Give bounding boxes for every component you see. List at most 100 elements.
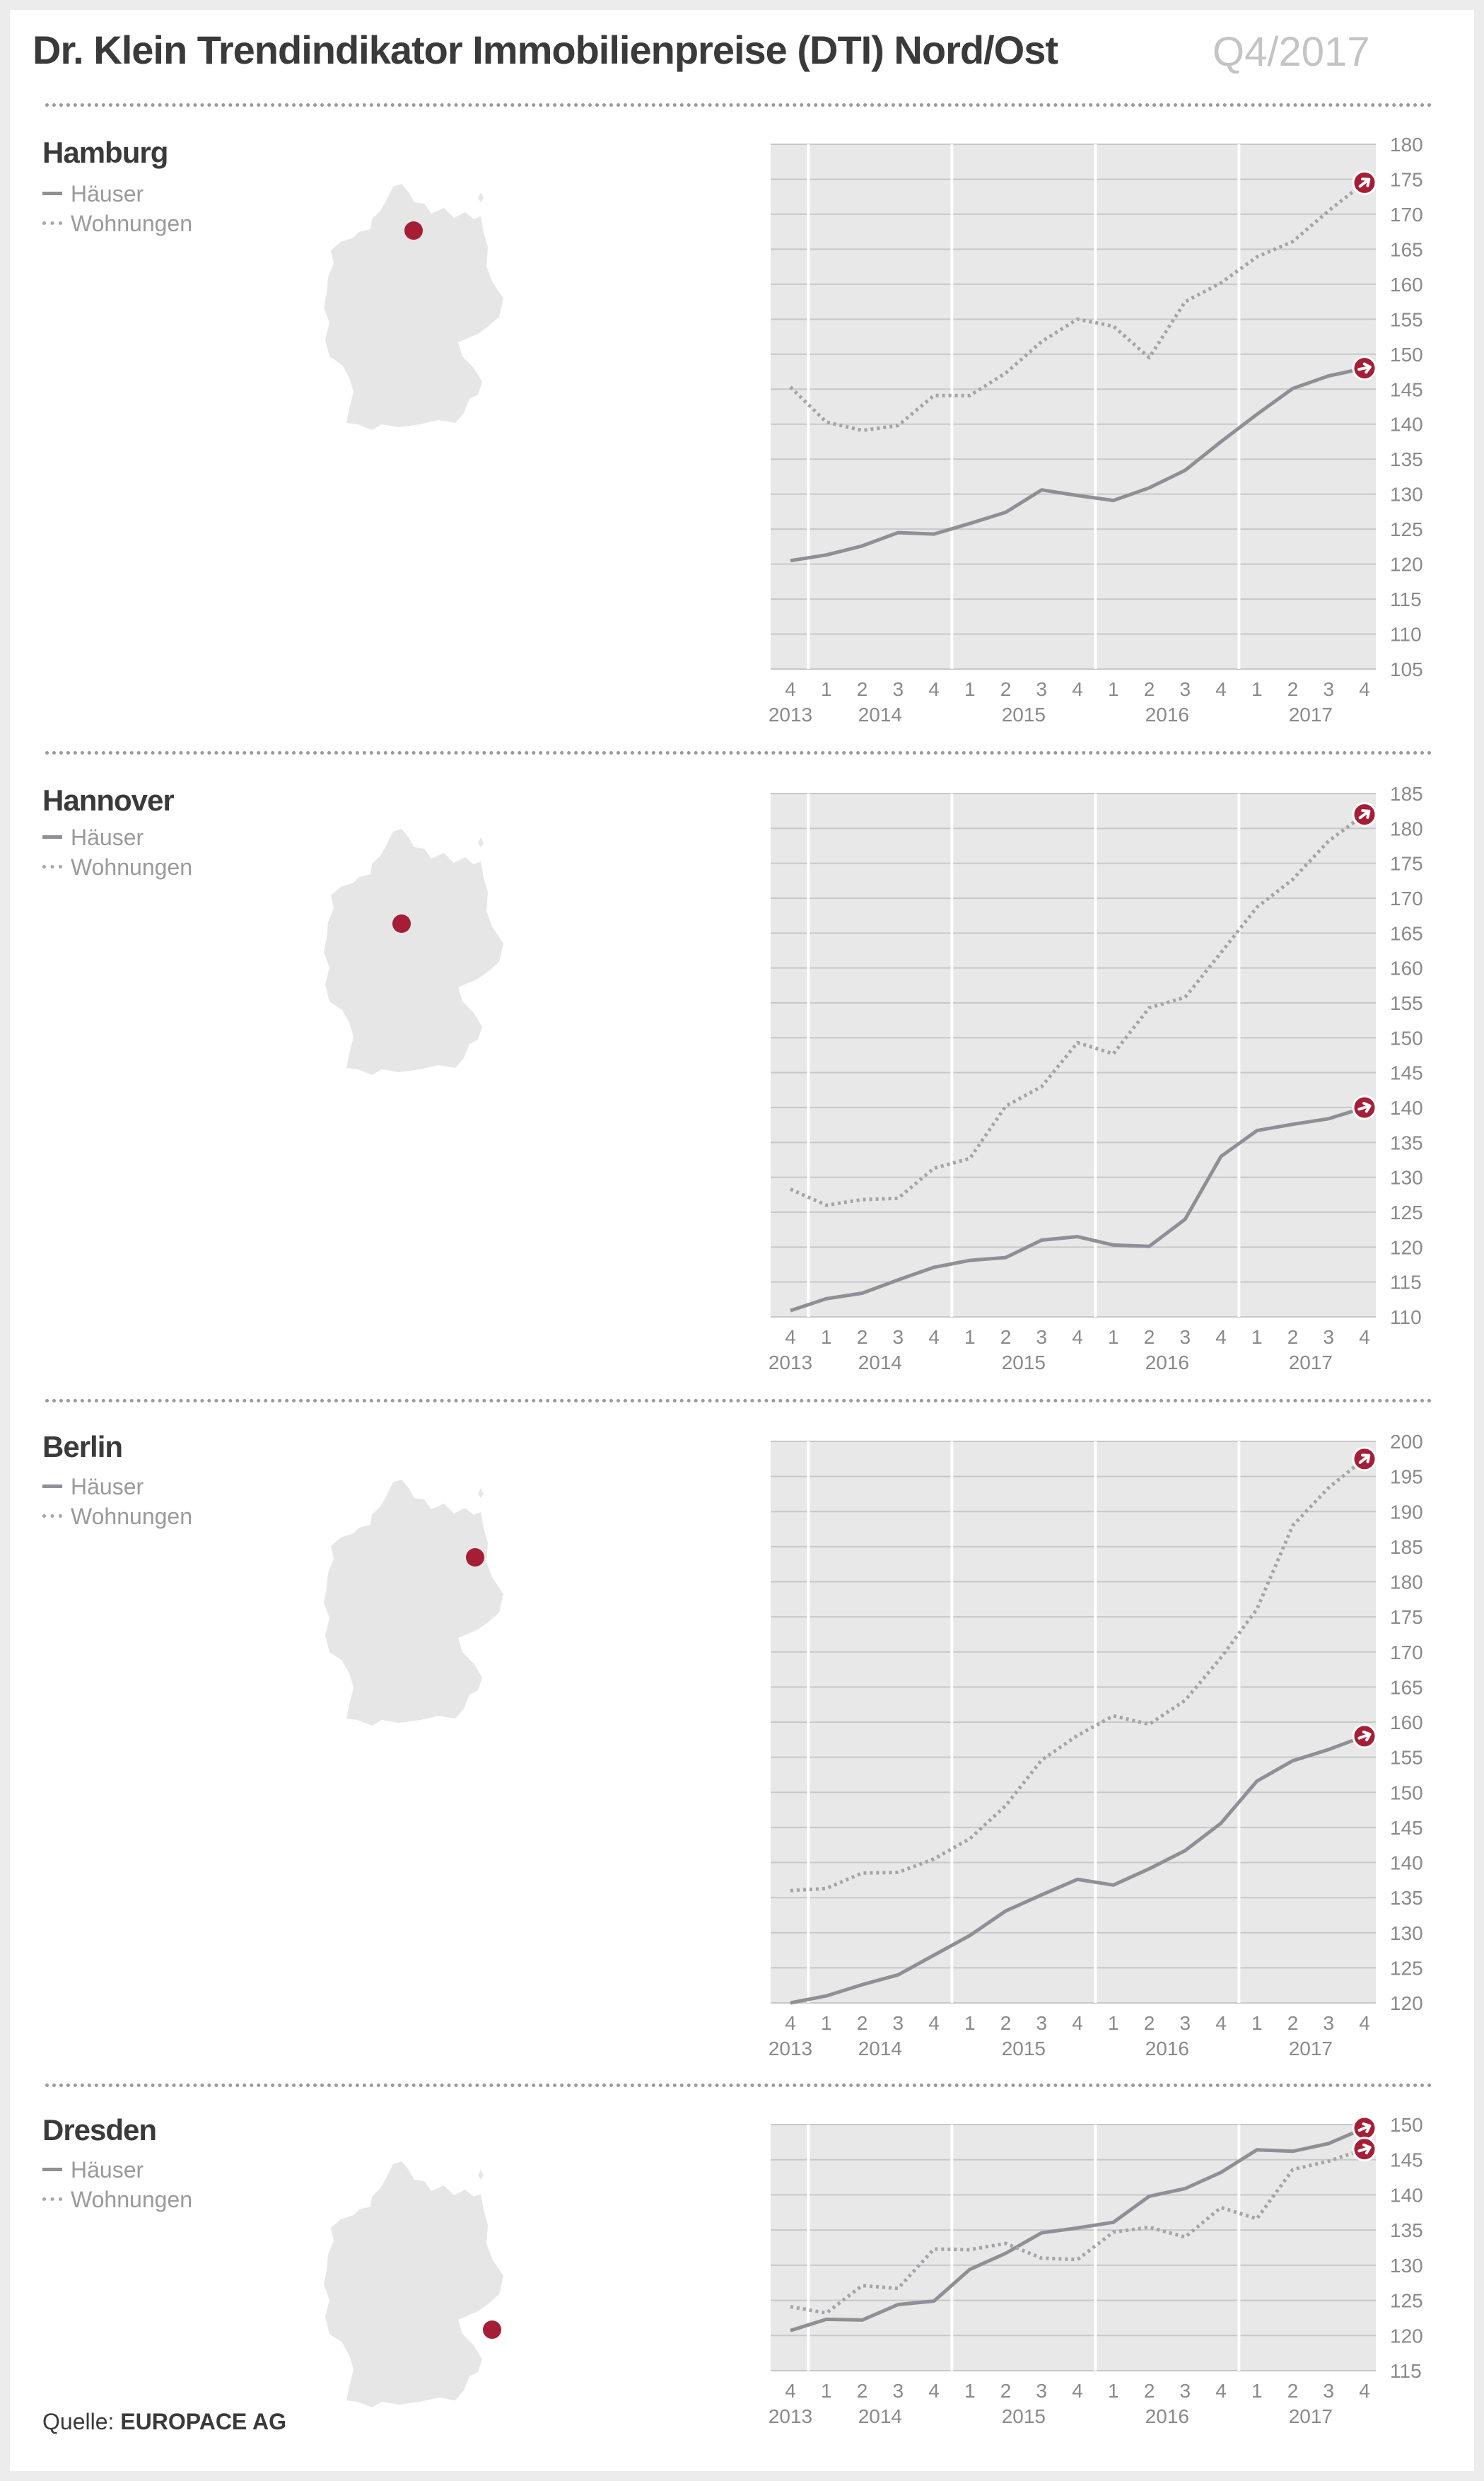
y-tick-label: 145	[1390, 1062, 1423, 1084]
city-title-hamburg: Hamburg	[42, 136, 168, 169]
y-tick-label: 160	[1390, 274, 1423, 296]
x-tick-label: 1	[1251, 2012, 1263, 2034]
legend-dotted-swatch	[42, 221, 62, 226]
y-tick-label: 200	[1390, 1431, 1423, 1453]
legend-houses-label: Häuser	[71, 181, 144, 207]
y-tick-label: 180	[1390, 134, 1423, 156]
arrow-head	[1362, 362, 1372, 374]
x-tick-label: 1	[964, 678, 976, 700]
page-title: Dr. Klein Trendindikator Immobilienpreis…	[33, 28, 1058, 72]
germany-shape	[324, 829, 503, 1075]
arrow-head	[1361, 178, 1371, 187]
trend-arrow-glyph	[1357, 2122, 1372, 2134]
x-tick-label: 1	[821, 1326, 832, 1348]
y-tick-label: 175	[1390, 1606, 1423, 1628]
x-tick-label: 1	[1251, 2380, 1263, 2402]
arrow-head	[1361, 1453, 1371, 1463]
chart-berlin: 120 125 130 135 140 145 150 155 160 165 170 175 180 1…	[769, 1431, 1423, 2059]
x-tick-label: 1	[821, 2012, 832, 2034]
trend-arrow-icon	[1352, 1095, 1377, 1120]
y-tick-label: 150	[1390, 2114, 1423, 2136]
x-tick-label: 2	[857, 2380, 868, 2402]
city-title-hannover: Hannover	[42, 784, 175, 817]
x-tick-label: 2	[1144, 1326, 1155, 1348]
germany-shape	[324, 184, 503, 430]
island-shape	[478, 1488, 484, 1498]
legend-houses-label: Häuser	[71, 1474, 144, 1499]
x-tick-label: 2	[1144, 2380, 1155, 2402]
x-tick-label: 4	[1359, 2380, 1370, 2402]
year-label: 2016	[1145, 1352, 1189, 1373]
x-tick-label: 4	[1072, 2380, 1083, 2402]
trend-arrow-glyph	[1357, 362, 1372, 374]
y-tick-label: 130	[1390, 2255, 1423, 2277]
x-tick-label: 1	[964, 1326, 976, 1348]
x-tick-label: 3	[1036, 1326, 1047, 1348]
legend-houses-label: Häuser	[71, 2157, 144, 2183]
year-label: 2014	[858, 704, 902, 726]
period-label: Q4/2017	[1213, 29, 1370, 75]
y-tick-label: 145	[1390, 2149, 1423, 2171]
legend-apartments: Wohnungen	[42, 2185, 192, 2214]
separator-line	[45, 2084, 1432, 2087]
y-tick-label: 150	[1390, 344, 1423, 366]
x-tick-label: 3	[892, 2012, 904, 2034]
y-tick-label: 150	[1390, 1782, 1423, 1803]
y-tick-label: 115	[1390, 1272, 1422, 1294]
plot-area	[771, 2125, 1376, 2371]
y-tick-label: 125	[1390, 1957, 1423, 1979]
legend-apartments: Wohnungen	[42, 853, 192, 881]
year-label: 2014	[858, 1352, 902, 1373]
y-tick-label: 170	[1390, 888, 1423, 910]
y-tick-label: 170	[1390, 1642, 1423, 1663]
x-tick-label: 2	[1287, 678, 1299, 700]
source-name: EUROPACE AG	[120, 2409, 286, 2434]
legend-houses: Häuser	[42, 180, 144, 208]
year-label: 2013	[769, 704, 812, 726]
source-note: Quelle: EUROPACE AG	[42, 2409, 286, 2435]
y-tick-label: 160	[1390, 1712, 1423, 1733]
year-label: 2015	[1002, 2038, 1046, 2059]
y-tick-label: 110	[1390, 624, 1422, 646]
island-shape	[478, 192, 484, 202]
germany-map-hamburg	[324, 184, 503, 430]
x-tick-label: 4	[928, 678, 940, 700]
x-tick-label: 1	[964, 2380, 976, 2402]
series-line-houses	[790, 2126, 1365, 2332]
germany-map-hannover	[324, 829, 503, 1075]
x-tick-label: 2	[1000, 1326, 1012, 1348]
trend-arrow-glyph	[1357, 1101, 1372, 1113]
series-line-apartments	[790, 2147, 1365, 2315]
y-tick-label: 120	[1390, 1992, 1423, 2014]
y-tick-label: 180	[1390, 1571, 1423, 1593]
city-location-dot	[483, 2320, 501, 2339]
y-tick-label: 135	[1390, 1132, 1423, 1154]
city-location-dot	[404, 221, 423, 240]
year-label: 2015	[1002, 1352, 1046, 1373]
y-tick-label: 140	[1390, 2184, 1423, 2206]
legend-apartments-label: Wohnungen	[71, 854, 192, 880]
y-tick-label: 195	[1390, 1466, 1423, 1488]
x-tick-label: 3	[1179, 1326, 1191, 1348]
series-line-apartments	[789, 813, 1366, 1207]
city-title-dresden: Dresden	[42, 2113, 157, 2146]
y-tick-label: 155	[1390, 1747, 1423, 1769]
trend-arrow-icon	[1352, 802, 1377, 827]
y-tick-label: 170	[1390, 204, 1423, 226]
series-line-apartments	[789, 181, 1366, 433]
y-tick-label: 140	[1390, 1097, 1423, 1119]
legend-apartments-label: Wohnungen	[71, 2187, 192, 2212]
x-tick-label: 4	[1072, 2012, 1083, 2034]
separator-line	[45, 751, 1432, 755]
year-label: 2016	[1145, 2405, 1189, 2427]
legend-apartments: Wohnungen	[42, 209, 192, 238]
year-label: 2017	[1289, 704, 1333, 726]
arrow-head	[1362, 1730, 1372, 1742]
y-tick-label: 125	[1390, 1202, 1423, 1224]
x-tick-label: 3	[1179, 678, 1191, 700]
year-label: 2014	[858, 2038, 902, 2059]
legend-apartments-label: Wohnungen	[71, 1504, 192, 1529]
trend-arrow-icon	[1352, 356, 1377, 381]
x-tick-label: 4	[1359, 1326, 1370, 1348]
trend-arrow-icon	[1352, 1446, 1377, 1472]
